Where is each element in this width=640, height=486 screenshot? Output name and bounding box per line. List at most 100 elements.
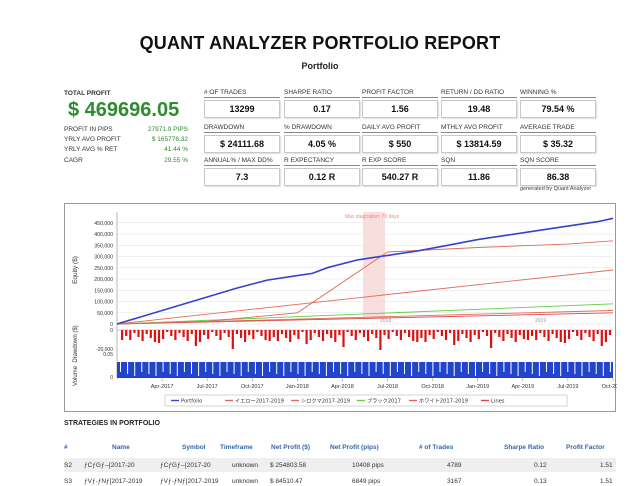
drawdown-bar	[477, 330, 480, 339]
drawdown-bar	[580, 330, 583, 340]
volume-gap	[609, 362, 611, 372]
volume-gap	[375, 362, 377, 372]
drawdown-bar	[531, 330, 534, 336]
drawdown-bar	[379, 330, 382, 350]
cell-name: ƒCƒGƒ--[2017-20	[84, 462, 135, 469]
volume-gap	[389, 362, 391, 376]
equity-chart-svg: Max stagnation: 70 days 2018 2019 Equity…	[72, 212, 617, 407]
drawdown-bar	[432, 330, 435, 339]
drawdown-bar	[157, 330, 161, 343]
table-row[interactable]: S2 ƒCƒGƒ--[2017-20 ƒCƒGƒ--[2017-20 unkno…	[64, 458, 616, 472]
drawdown-bar	[346, 330, 349, 332]
drawdown-bar	[391, 330, 394, 332]
summary-label: YRLY AVG PROFIT	[64, 136, 121, 143]
drawdown-bar	[440, 330, 443, 336]
metric-r-expectancy: R EXPECTANCY 0.12 R	[284, 157, 360, 186]
legend-label: ホワイト2017-2019	[419, 398, 468, 405]
volume-gap	[482, 362, 484, 372]
drawdown-bar	[588, 330, 591, 337]
volume-gap	[553, 362, 555, 374]
metric-label: DRAWDOWN	[204, 124, 280, 133]
drawdown-bar	[231, 330, 234, 349]
equity-tick-label: 100,000	[94, 300, 113, 306]
col-header-index[interactable]: #	[64, 444, 68, 451]
stagnation-annotation: Max stagnation: 70 days	[345, 214, 400, 220]
generated-by-note: generated by Quant Analyzer	[520, 186, 592, 192]
metric-r-exp-score: R EXP SCORE 540.27 R	[362, 157, 438, 186]
report-title: QUANT ANALYZER PORTFOLIO REPORT	[139, 33, 501, 53]
volume-gap	[191, 362, 192, 374]
drawdown-bar	[555, 330, 558, 338]
drawdown-bar	[178, 330, 181, 333]
volume-gap	[368, 362, 370, 376]
volume-gap	[176, 362, 178, 376]
metric-mthly-avg-profit: MTHLY AVG PROFIT $ 13814.59	[441, 124, 517, 153]
cell-profit-factor: 1.51	[600, 462, 613, 469]
drawdown-bar	[399, 330, 402, 340]
equity-tick-label: 250,000	[94, 266, 113, 272]
volume-gap	[297, 362, 299, 374]
total-profit-value: $ 469696.05	[68, 99, 180, 121]
summary-row-cagr: CAGR 29.55 %	[64, 157, 188, 164]
drawdown-bar	[543, 330, 546, 337]
drawdown-bar	[297, 330, 300, 339]
drawdown-bar	[367, 330, 370, 341]
summary-value: 41.44 %	[164, 146, 188, 153]
volume-axis-label: Volume	[73, 365, 79, 386]
x-tick-label: Jul-2017	[197, 384, 218, 390]
volume-gap	[269, 362, 271, 372]
drawdown-bar	[227, 330, 230, 337]
drawdown-bar	[362, 330, 366, 337]
drawdown-bar	[190, 330, 193, 334]
drawdown-bar	[424, 330, 427, 342]
series-line-1	[116, 269, 614, 325]
cell-symbol: ƒCƒGƒ--[2017-20	[160, 462, 211, 469]
metric-value: $ 550	[362, 135, 438, 153]
volume-gap	[524, 362, 526, 372]
metric-sqn: SQN 11.86	[441, 157, 517, 186]
metric-trades: # OF TRADES 13299	[204, 89, 280, 118]
col-header-sharpe-ratio[interactable]: Sharpe Ratio	[504, 444, 545, 451]
drawdown-bar	[211, 330, 214, 332]
volume-gap	[574, 362, 576, 374]
metric-value: 7.3	[204, 168, 280, 186]
cell-net-profit-pips: 10408 pips	[352, 462, 384, 469]
drawdown-bar	[567, 330, 571, 339]
volume-gap	[247, 362, 249, 372]
col-header-profit-factor[interactable]: Profit Factor	[566, 444, 605, 451]
metric-label: SHARPE RATIO	[284, 89, 360, 98]
drawdown-bar	[293, 330, 296, 335]
volume-gap	[439, 362, 441, 372]
drawdown-bar	[285, 330, 288, 338]
cell-timeframe: unknown	[232, 478, 259, 485]
volume-gap	[120, 362, 121, 372]
volume-gap	[517, 362, 519, 376]
volume-gap	[283, 362, 285, 376]
volume-gap	[148, 362, 150, 374]
drawdown-bar	[608, 330, 612, 335]
volume-gap	[581, 362, 583, 376]
cell-index: S2	[64, 462, 72, 469]
col-header-net-profit[interactable]: Net Profit ($)	[271, 444, 310, 451]
metric-label: SQN SCORE	[520, 157, 596, 166]
drawdown-bar	[358, 330, 361, 333]
table-row[interactable]: S3 ƒVƒ-ƒNƒ[2017-2019 ƒVƒ-ƒNƒ[2017-2019 u…	[64, 474, 616, 486]
col-header-timeframe[interactable]: Timeframe	[220, 444, 253, 451]
col-header-symbol[interactable]: Symbol	[182, 444, 206, 451]
col-header-trades[interactable]: # of Trades	[419, 444, 454, 451]
drawdown-bar	[276, 330, 279, 341]
metric-label: # OF TRADES	[204, 89, 280, 98]
drawdown-bar	[481, 330, 484, 332]
drawdown-bar	[490, 330, 493, 348]
drawdown-bar	[121, 330, 124, 340]
drawdown-bar	[174, 330, 177, 340]
col-header-name[interactable]: Name	[112, 444, 130, 451]
drawdown-bar	[350, 330, 353, 336]
volume-gap	[198, 362, 200, 376]
col-header-net-profit-pips[interactable]: Net Profit (pips)	[330, 444, 379, 451]
cell-profit-factor: 1.51	[600, 478, 613, 485]
drawdown-bar	[547, 330, 550, 341]
metric-label: SQN	[441, 157, 517, 166]
drawdown-bar	[436, 330, 439, 332]
metric-value: 79.54 %	[520, 100, 596, 118]
